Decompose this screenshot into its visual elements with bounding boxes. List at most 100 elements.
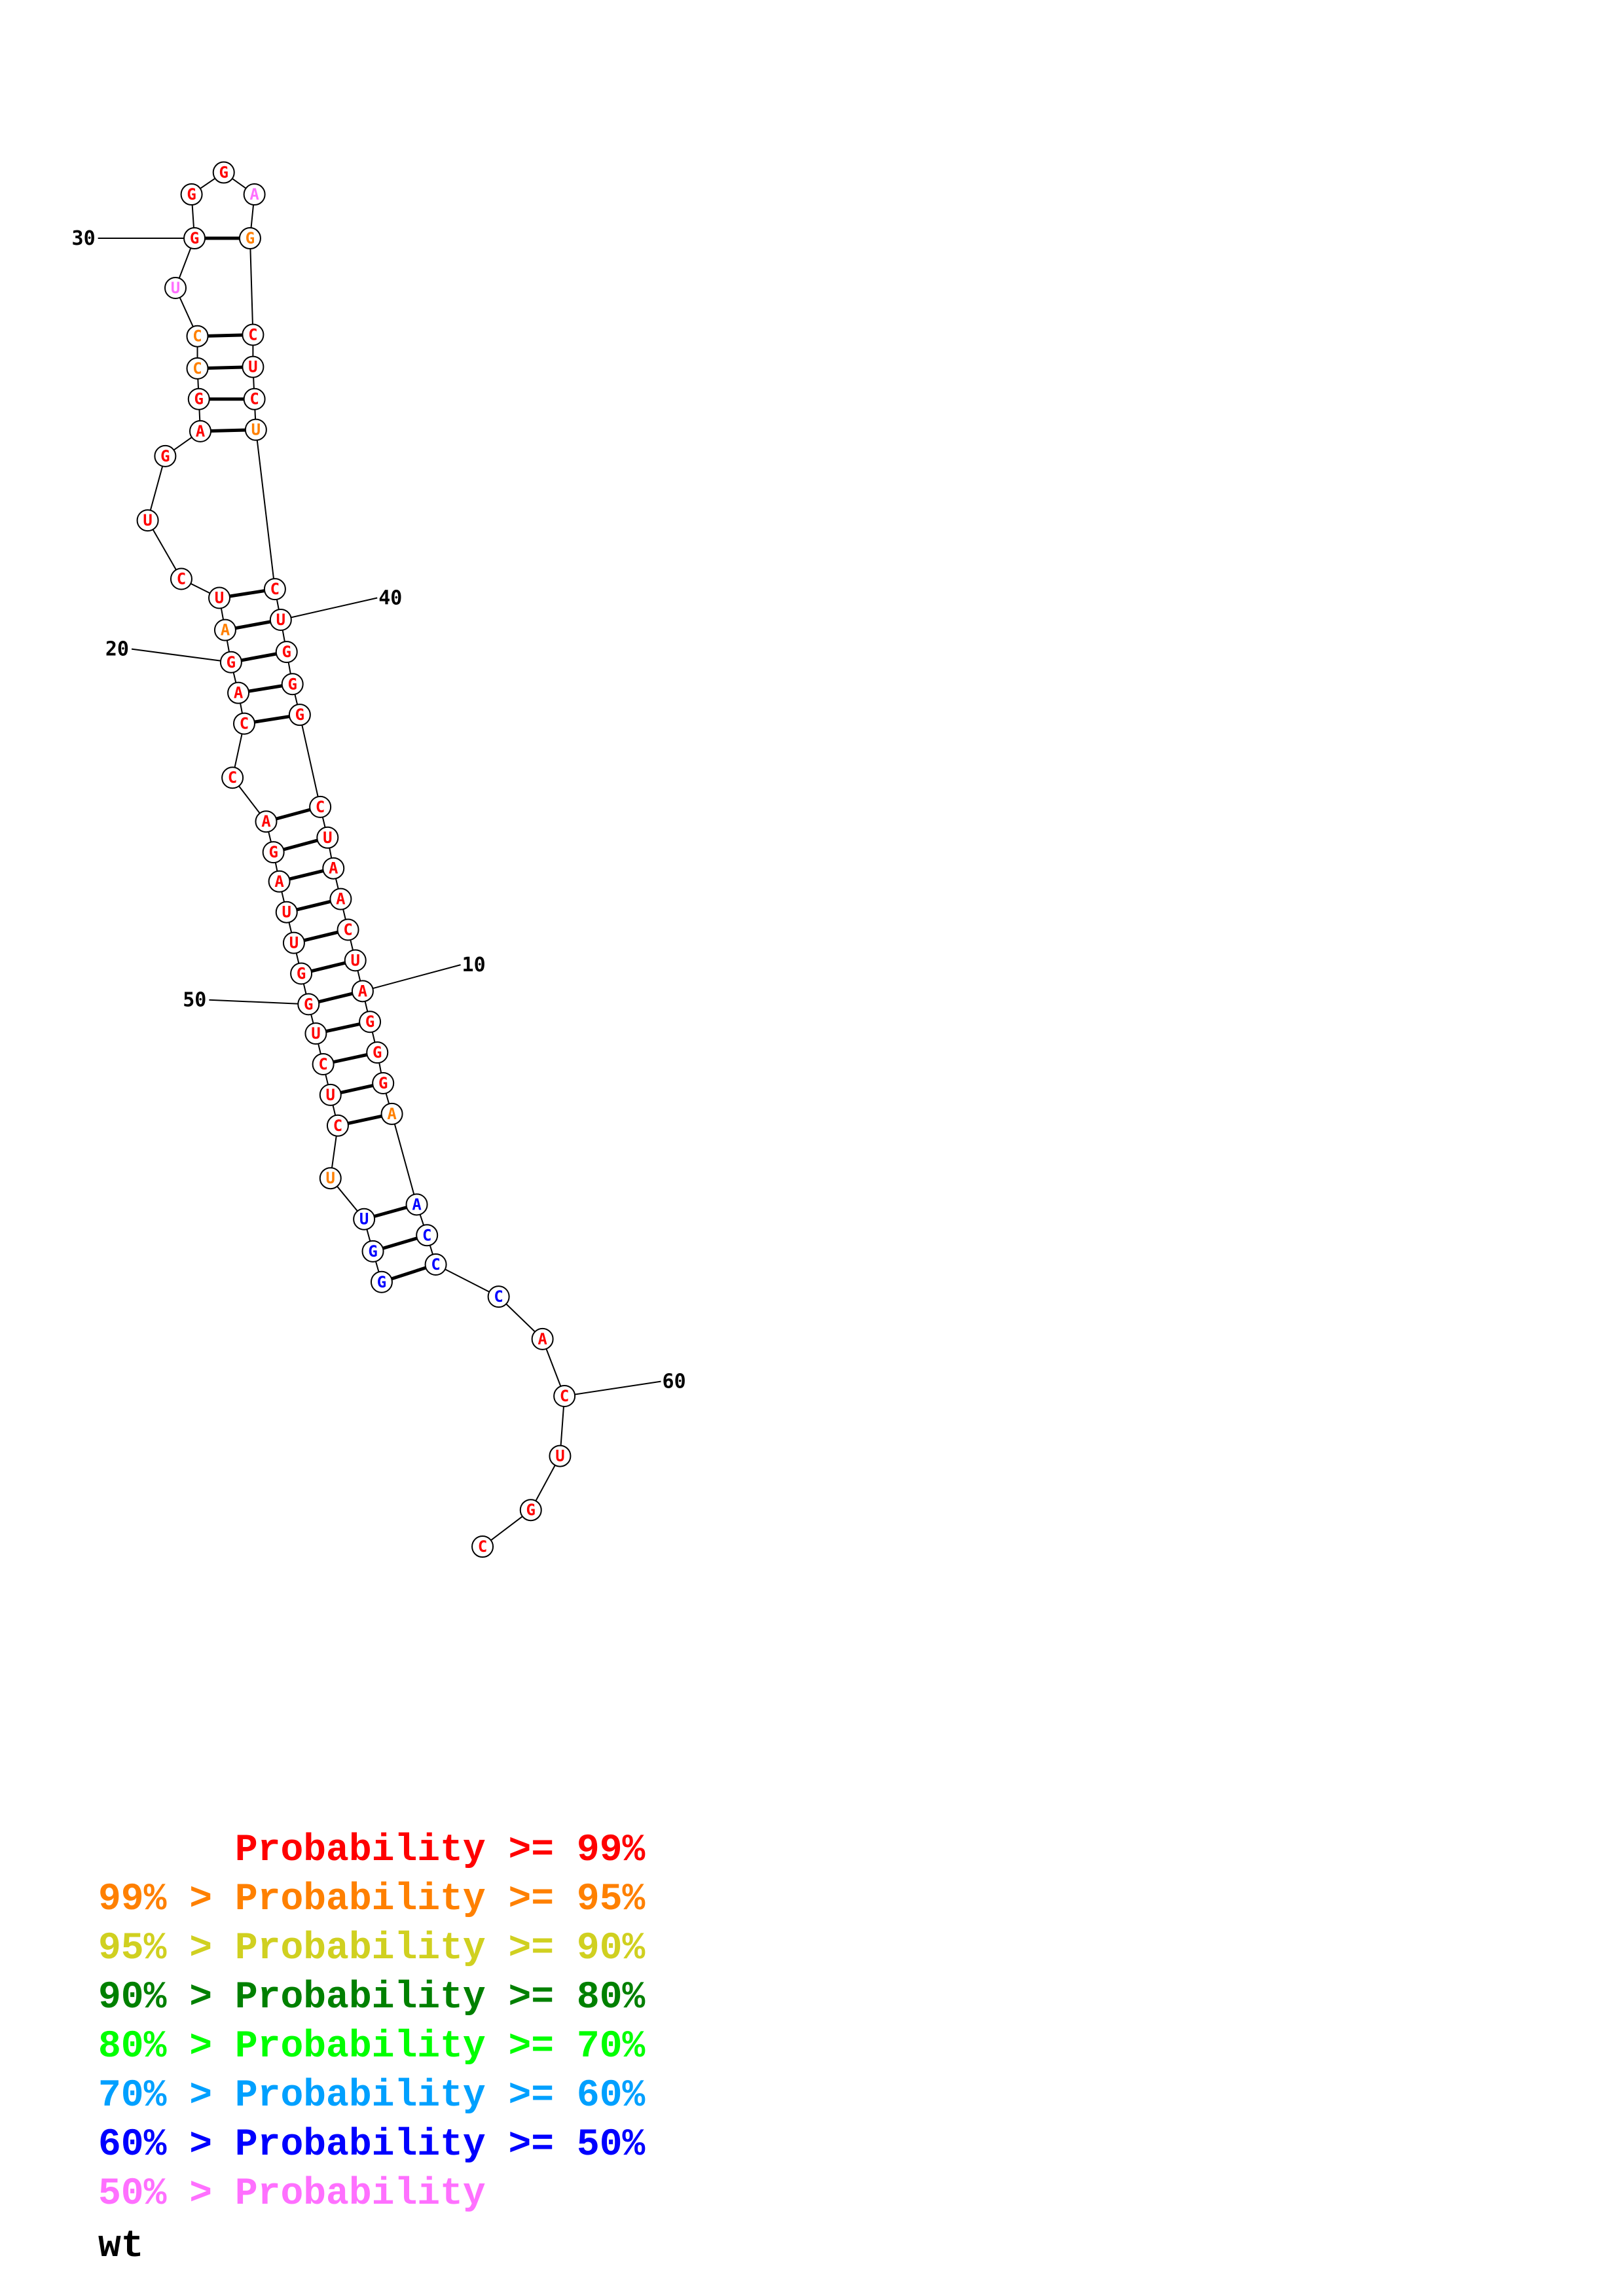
nucleotide-circle [322, 857, 345, 880]
nucleotide: G [212, 161, 235, 184]
nucleotide-circle [263, 578, 286, 601]
nucleotide: G [238, 227, 261, 250]
nucleotide-letter: G [304, 995, 313, 1013]
nucleotide: A [351, 980, 374, 1003]
nucleotide: C [232, 712, 255, 735]
nucleotide-circle [243, 183, 266, 206]
nucleotide-letter: G [287, 675, 297, 693]
nucleotide: A [189, 420, 211, 442]
nucleotide-circle [227, 681, 250, 704]
nucleotide-letter: G [227, 653, 236, 672]
nucleotide: U [344, 949, 367, 972]
nucleotide-circle [170, 567, 192, 590]
nucleotide-letter: C [316, 798, 325, 816]
nucleotide-circle [553, 1384, 576, 1407]
nucleotide-circle [344, 949, 367, 972]
backbone-lines [147, 171, 566, 1547]
nucleotide: C [424, 1253, 447, 1276]
position-label: 60 [663, 1371, 686, 1393]
nucleotide-letter: A [234, 684, 244, 702]
nucleotide: C [243, 387, 266, 410]
nucleotide-letter: C [177, 569, 186, 588]
nucleotide-letter: U [326, 1086, 335, 1104]
backbone-segment [391, 1113, 418, 1205]
nucleotide-circle [187, 387, 210, 410]
position-tick [131, 648, 232, 663]
nucleotide-circle [416, 1224, 439, 1247]
legend-row: 80% > Probability >= 70% [98, 2026, 646, 2068]
position-ticks [98, 238, 661, 1397]
nucleotide-letter: C [192, 327, 202, 346]
nucleotide-circle [351, 980, 374, 1003]
nucleotide-letter: G [378, 1074, 388, 1092]
nucleotide-circle [208, 586, 231, 609]
nucleotide-letter: A [261, 812, 271, 831]
nucleotide-circle [281, 673, 304, 696]
nucleotide: C [263, 578, 286, 601]
nucleotide-letter: U [351, 951, 360, 969]
nucleotide-circle [269, 609, 292, 632]
nucleotide-letter: U [215, 589, 224, 607]
nucleotide-circle [329, 888, 352, 910]
nucleotide-letter: C [431, 1255, 440, 1274]
nucleotide: U [319, 1167, 342, 1190]
nucleotide: C [309, 795, 332, 818]
nucleotide-letter: G [297, 965, 306, 983]
nucleotide-letter: U [276, 611, 285, 629]
nucleotide-circle [549, 1444, 572, 1467]
nucleotide: G [290, 962, 313, 985]
nucleotide-circle [282, 931, 305, 954]
nucleotide-letter: U [171, 279, 180, 297]
nucleotide-circle [316, 826, 339, 849]
nucleotide-circle [337, 918, 359, 941]
legend-row: 70% > Probability >= 60% [98, 2075, 646, 2117]
nucleotide-letter: G [526, 1501, 536, 1519]
nucleotide: U [549, 1444, 572, 1467]
nucleotide: G [288, 704, 311, 726]
nucleotide-letter: C [494, 1287, 503, 1306]
nucleotide: G [372, 1072, 395, 1095]
nucleotide: C [186, 357, 209, 380]
nucleotide-letter: U [248, 358, 257, 376]
backbone-segment [249, 238, 254, 335]
nucleotide-letter: A [358, 982, 368, 1000]
nucleotide-circle [312, 1052, 335, 1075]
nucleotide: G [519, 1499, 542, 1522]
nucleotide: C [487, 1285, 510, 1308]
nucleotide-letter: A [274, 872, 284, 891]
backbone-segment [255, 429, 276, 590]
nucleotide-circle [164, 276, 187, 299]
nucleotide: C [186, 325, 209, 348]
nucleotide-circle [232, 712, 255, 735]
nucleotide-letter: A [538, 1330, 547, 1348]
nucleotide: A [213, 619, 236, 641]
nucleotide-letter: U [251, 421, 261, 439]
legend-row: Probability >= 99% [98, 1829, 646, 1872]
nucleotide: A [227, 681, 250, 704]
nucleotide-circle [213, 619, 236, 641]
nucleotide: G [183, 227, 206, 250]
position-tick [209, 999, 309, 1005]
nucleotide-circle [288, 704, 311, 726]
nucleotide: A [405, 1193, 428, 1216]
backbone-segment [435, 1264, 500, 1298]
nucleotide-circle [359, 1011, 382, 1033]
nucleotide: U [244, 418, 267, 441]
nucleotide-circle [370, 1270, 393, 1293]
position-label: 50 [183, 989, 206, 1012]
nucleotide: U [316, 826, 339, 849]
nucleotide-circle [268, 870, 291, 893]
nucleotide-letter: C [560, 1387, 569, 1405]
nucleotide-letter: G [246, 229, 255, 247]
nucleotide-letter: C [240, 715, 249, 733]
nucleotide-letter: G [282, 643, 291, 661]
nucleotide: G [262, 841, 285, 864]
nucleotide: G [275, 641, 298, 664]
nucleotide-letter: G [194, 390, 204, 408]
nucleotide: U [242, 355, 264, 378]
nucleotide: C [221, 766, 244, 789]
nucleotide-letter: G [295, 706, 304, 724]
nucleotide-letter: G [190, 229, 199, 247]
nucleotide: U [319, 1083, 342, 1106]
nucleotide: U [304, 1022, 327, 1045]
